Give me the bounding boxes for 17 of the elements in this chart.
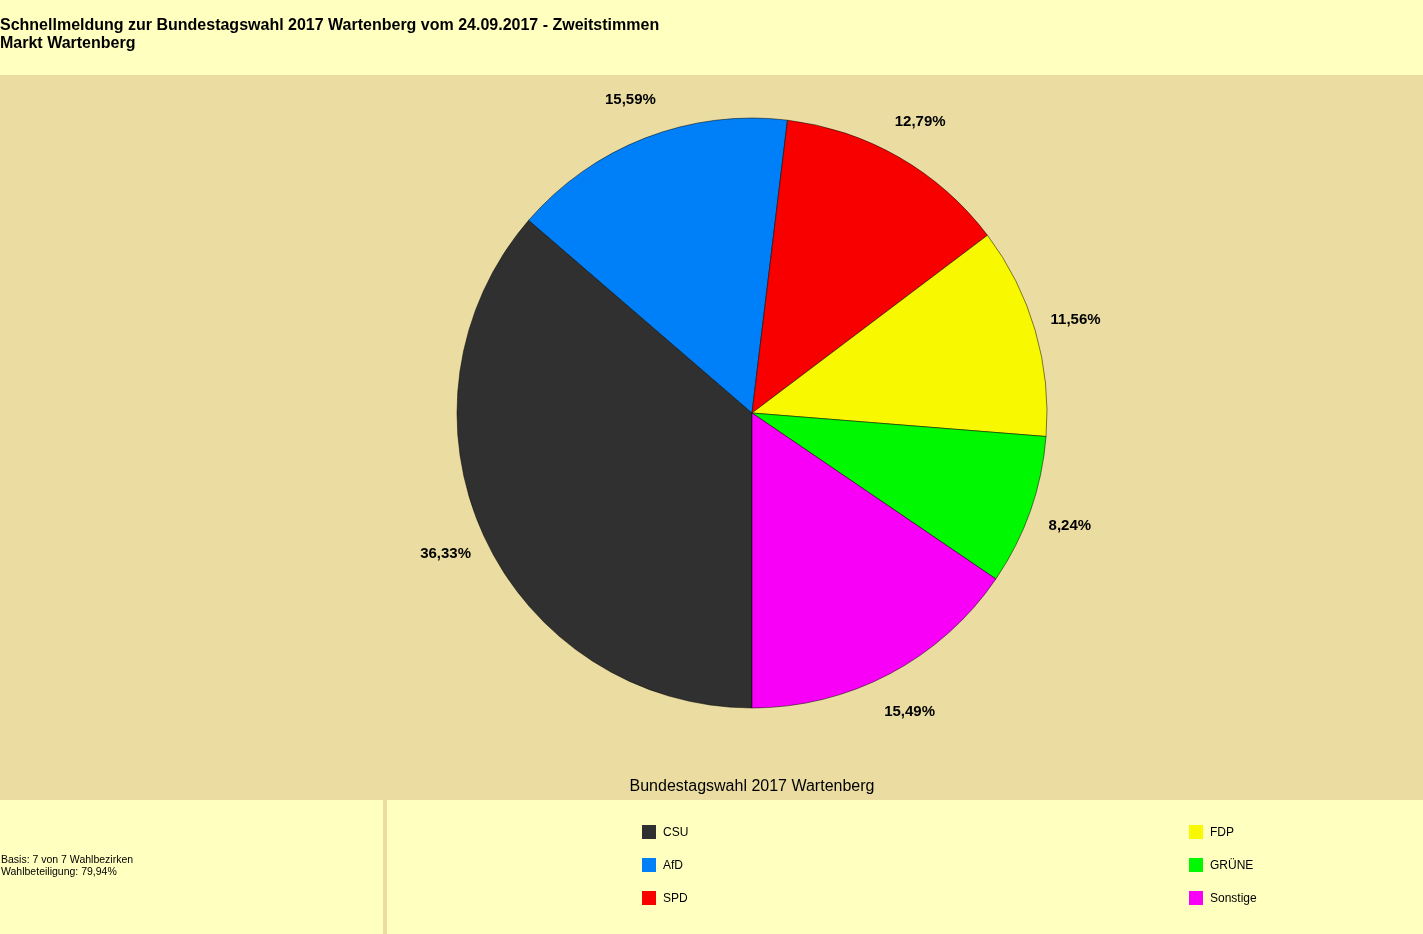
- legend-label: AfD: [663, 858, 684, 872]
- data-label: 36,33%: [420, 544, 472, 562]
- legend-label: FDP: [1210, 825, 1234, 839]
- data-label: 15,49%: [884, 701, 936, 719]
- data-label: 8,24%: [1048, 515, 1092, 533]
- legend-label: CSU: [663, 825, 689, 839]
- text: Markt Wartenberg: [0, 34, 136, 51]
- legend-label: GRÜNE: [1210, 858, 1254, 872]
- data-label: 12,79%: [894, 111, 946, 129]
- data-label: 11,56%: [1050, 309, 1101, 327]
- text: Wahlbeteiligung: 79,94%: [1, 865, 117, 877]
- data-label: 15,59%: [604, 89, 656, 107]
- text: Bundestagswahl 2017 Wartenberg: [629, 777, 875, 794]
- legend-label: SPD: [663, 891, 689, 905]
- legend-label: Sonstige: [1210, 891, 1258, 905]
- chart-title: Schnellmeldung zur Bundestagswahl 2017 Wartenberg vom 24.09.2017 - Zweitstimmen: [0, 16, 660, 33]
- text: Basis: 7 von 7 Wahlbezirken: [1, 853, 134, 865]
